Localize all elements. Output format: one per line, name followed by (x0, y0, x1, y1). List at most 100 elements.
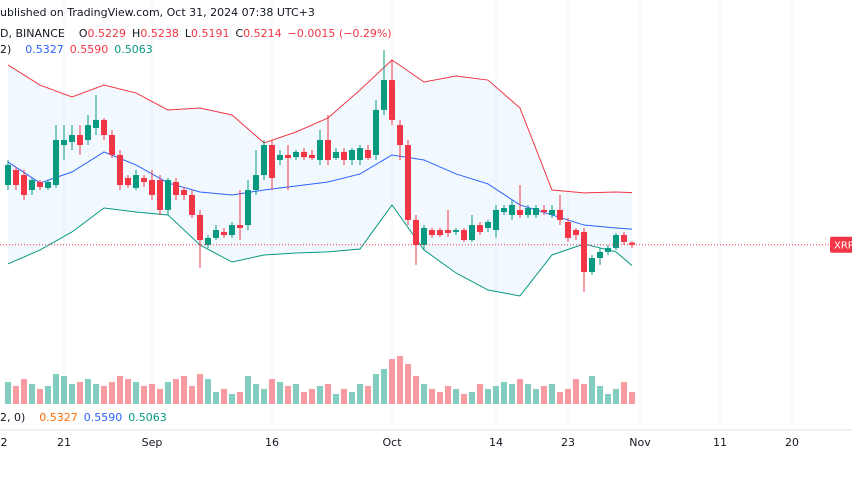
volume-bar (605, 394, 611, 404)
volume-bar (413, 376, 419, 404)
volume-bar (285, 386, 291, 404)
volume-bar (77, 382, 83, 404)
volume-bar (453, 389, 459, 404)
symbol: D, BINANCE (0, 26, 65, 40)
volume-bar (405, 364, 411, 404)
candle-body (437, 230, 443, 236)
volume-bar (29, 384, 35, 404)
candle-body (309, 154, 315, 159)
candle-body (221, 231, 227, 236)
candle-body (533, 208, 539, 215)
candle-body (285, 154, 291, 159)
volume-bar (525, 384, 531, 404)
volume-bar (485, 389, 491, 404)
candle-body (37, 181, 43, 187)
candle-body (5, 164, 11, 186)
volume-bar (253, 384, 259, 404)
candle-body (613, 235, 619, 249)
header-row: ublished on TradingView.com, Oct 31, 202… (0, 4, 315, 20)
volume-bar (149, 384, 155, 404)
bb-value: 0.5590 (69, 42, 109, 56)
candle-body (69, 135, 75, 142)
volume-bar (613, 389, 619, 404)
candle-body (541, 209, 547, 213)
candle-body (509, 204, 515, 215)
candle-body (317, 140, 323, 160)
volume-bar (341, 389, 347, 404)
volume-bar (221, 389, 227, 404)
bb-value: 0.5327 (25, 42, 64, 56)
volume-bar (277, 382, 283, 404)
candle-body (133, 175, 139, 188)
candle-body (453, 230, 459, 232)
candle-body (517, 209, 523, 215)
band-fill (8, 59, 632, 296)
volume-bar (373, 374, 379, 404)
x-tick-label: 2 (1, 436, 8, 449)
ohlc-letter: C (235, 26, 244, 40)
volume-bar (93, 384, 99, 404)
volume-bar (365, 386, 371, 404)
candle-body (229, 225, 235, 236)
ohlc-value: 0.5214 (243, 26, 282, 40)
candle-body (373, 109, 379, 155)
candle-body (629, 242, 635, 245)
x-tick-label: 16 (265, 436, 279, 449)
candle-body (405, 145, 411, 220)
x-tick-label: Sep (142, 436, 163, 449)
candle-body (573, 230, 579, 236)
candle-body (109, 135, 115, 155)
candle-body (565, 222, 571, 238)
volume-bar (37, 389, 43, 404)
volume-bar (621, 382, 627, 404)
candle-body (357, 148, 363, 160)
volume-bar (5, 382, 11, 404)
candle-body (325, 140, 331, 160)
volume-bar (501, 382, 507, 404)
candle-body (93, 119, 99, 128)
ohlc-value: 0.5229 (87, 26, 127, 40)
candle-body (21, 175, 27, 195)
candle-body (245, 190, 251, 226)
ohlc-row: D, BINANCE O0.5229 H0.5238 L0.5191 C0.52… (0, 25, 392, 41)
volume-bar (573, 379, 579, 404)
candle-body (413, 219, 419, 245)
header: ublished on TradingView.com, Oct 31, 202… (0, 5, 315, 19)
volume-bar (245, 376, 251, 404)
candle-body (77, 135, 83, 146)
volume-bar (389, 359, 395, 404)
volume-bar (61, 376, 67, 404)
volume-bar (541, 386, 547, 404)
price-tag (830, 236, 852, 253)
ohlc-value: 0.5191 (190, 26, 230, 40)
volume-bar (269, 379, 275, 404)
band-line (7, 204, 633, 297)
candle-body (381, 80, 387, 110)
volume-bar (229, 394, 235, 404)
lower-value: 0.5590 (83, 410, 123, 424)
ohlc-letter: O (78, 26, 88, 40)
volume-bar (301, 392, 307, 404)
candle-body (461, 230, 467, 241)
volume-bar (205, 379, 211, 404)
candle-body (445, 230, 451, 233)
candle-body (237, 225, 243, 228)
candle-body (293, 151, 299, 158)
candle-body (501, 208, 507, 213)
ohlc-letter: H (132, 26, 141, 40)
candle-body (261, 145, 267, 176)
candle-body (253, 175, 259, 191)
x-tick-label: 21 (57, 436, 71, 449)
volume-bar (133, 382, 139, 404)
candle-body (589, 258, 595, 272)
x-tick-label: 14 (489, 436, 503, 449)
candle-body (621, 235, 627, 242)
volume-bar (381, 369, 387, 404)
candle-body (365, 149, 371, 159)
candle-body (117, 154, 123, 186)
x-tick-label: 11 (713, 436, 727, 449)
candle-body (429, 230, 435, 236)
volume-bar (509, 384, 515, 404)
volume-bar (197, 374, 203, 404)
candle-body (205, 237, 211, 245)
